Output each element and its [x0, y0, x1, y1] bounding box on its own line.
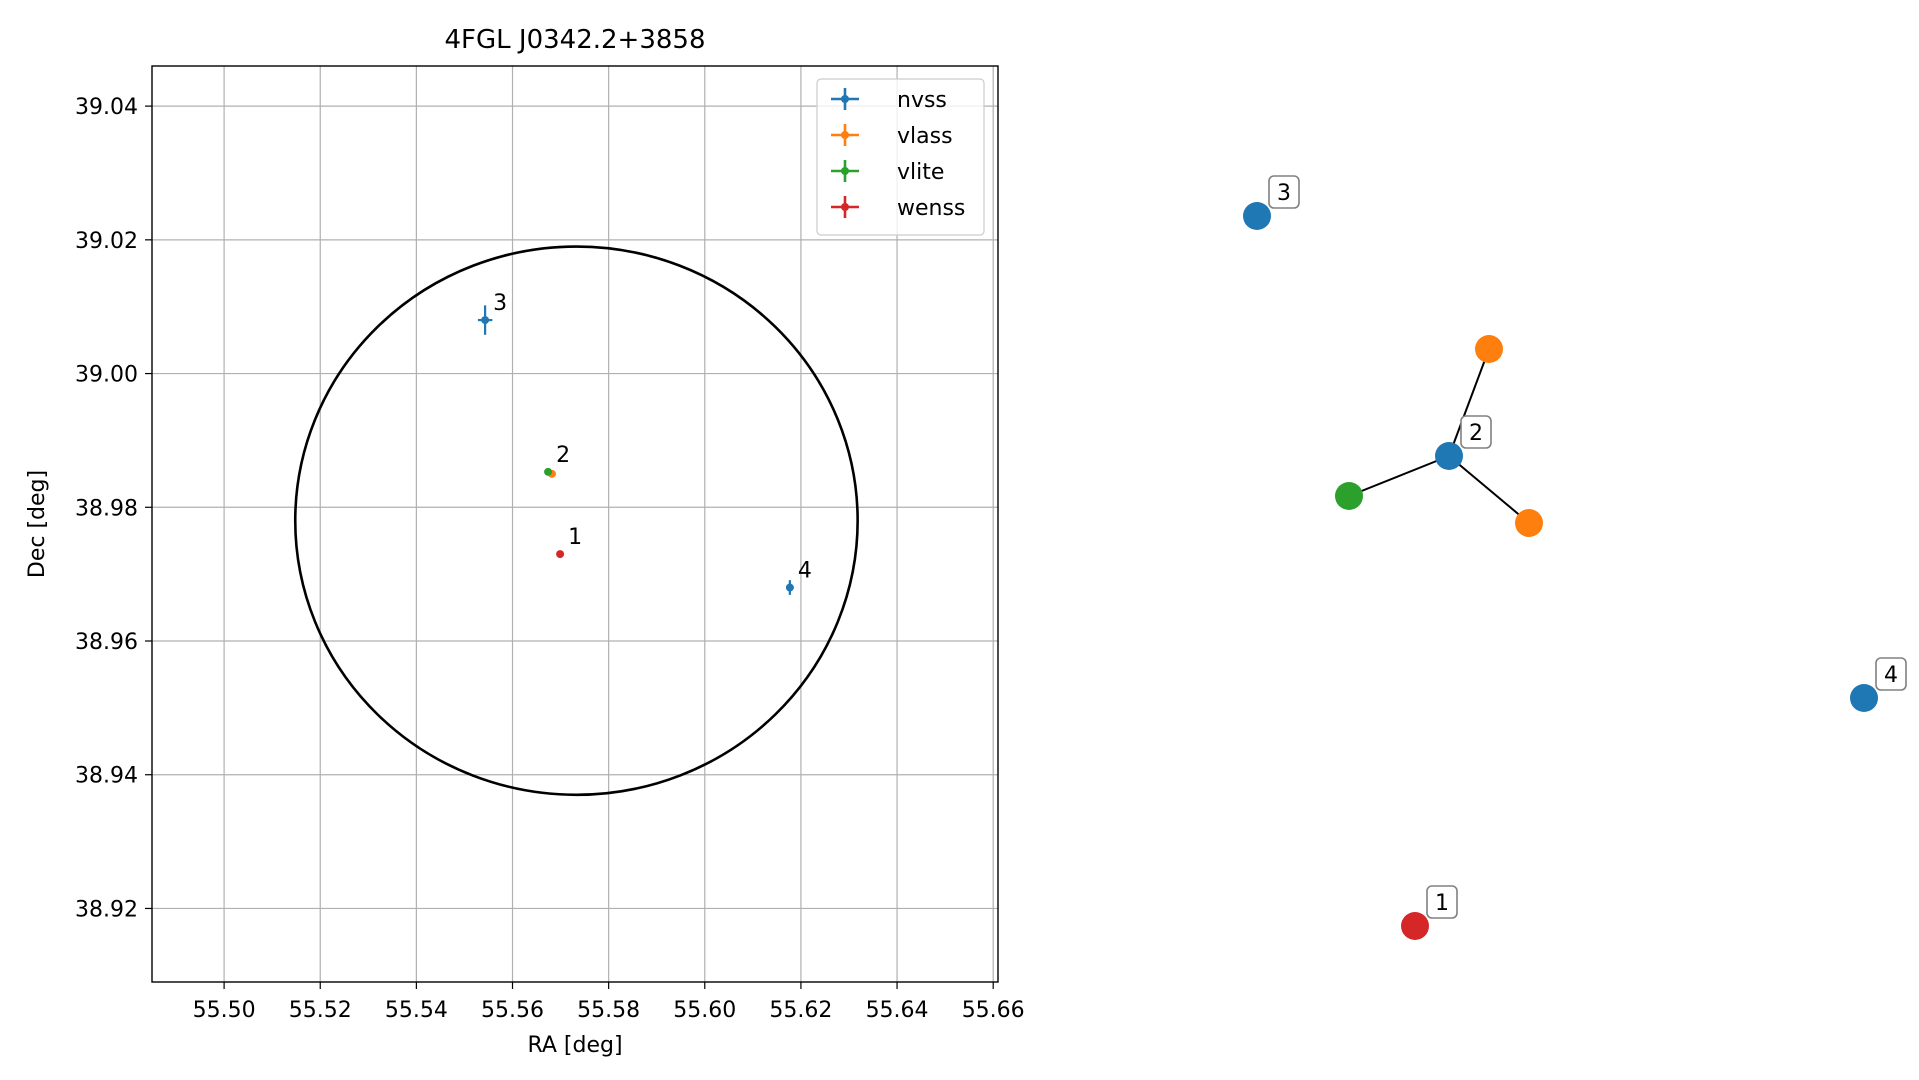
network-node-vlass	[1475, 335, 1503, 363]
x-axis-ticks: 55.50 55.52 55.54 55.56 55.58 55.60 55.62 55.64…	[193, 982, 1025, 1023]
network-node-wenss: 1	[1401, 885, 1458, 940]
node-marker	[1515, 509, 1543, 537]
point-label: 3	[493, 291, 507, 316]
node-label-box	[1268, 175, 1300, 209]
y-axis-ticks: 38.92 38.94 38.96 38.98 39.00 39.02 39.04	[75, 95, 152, 922]
legend-label: vlite	[897, 160, 944, 185]
legend-entry-vlass: vlass	[831, 124, 953, 149]
network-node-nvss: 2	[1435, 415, 1492, 470]
network-nodes: 3 2 4 1	[1243, 175, 1907, 940]
legend-marker-dot	[841, 203, 849, 211]
legend-marker-dot	[841, 167, 849, 175]
y-tick-label: 38.98	[75, 496, 138, 521]
y-tick-label: 38.92	[75, 897, 138, 922]
x-tick-label: 55.66	[962, 998, 1025, 1023]
y-tick-label: 38.94	[75, 764, 138, 789]
point-label: 1	[568, 525, 582, 550]
legend-label: vlass	[897, 124, 953, 149]
legend-label: wenss	[897, 196, 965, 221]
network-node-nvss: 4	[1850, 657, 1907, 712]
x-tick-label: 55.64	[866, 998, 929, 1023]
x-tick-label: 55.58	[577, 998, 640, 1023]
legend-marker-dot	[841, 95, 849, 103]
x-tick-label: 55.60	[673, 998, 736, 1023]
nvss-point: 3	[477, 291, 507, 335]
wenss-marker	[556, 550, 565, 559]
vlite-point: 2	[544, 443, 570, 476]
legend-entry-nvss: nvss	[831, 88, 947, 113]
y-tick-label: 39.00	[75, 363, 138, 388]
legend-entry-vlite: vlite	[831, 160, 944, 185]
node-label: 4	[1884, 663, 1898, 688]
node-marker	[1435, 442, 1463, 470]
data-points-layer: 3 4 2 1	[477, 291, 812, 595]
plot-frame	[151, 65, 999, 983]
y-tick-label: 39.02	[75, 229, 138, 254]
wenss-point: 1	[556, 525, 582, 559]
network-edge	[1448, 348, 1490, 457]
node-label: 1	[1435, 891, 1449, 916]
nvss-marker	[785, 583, 794, 592]
node-marker	[1475, 335, 1503, 363]
network-edge	[1448, 455, 1530, 524]
scatter-plot: 3 4 2 1 55.50 55.52 55.54 55.56 55.58 55.60 55.62…	[25, 25, 1025, 1058]
node-marker	[1335, 482, 1363, 510]
node-marker	[1401, 912, 1429, 940]
network-node-vlite	[1335, 482, 1363, 510]
x-tick-label: 55.54	[385, 998, 448, 1023]
legend: nvss vlass vlite wenss	[816, 78, 985, 236]
chart-title: 4FGL J0342.2+3858	[445, 25, 706, 55]
node-label-box	[1460, 415, 1492, 449]
x-tick-label: 55.62	[769, 998, 832, 1023]
association-network: 3 2 4 1	[1243, 175, 1907, 940]
legend-label: nvss	[897, 88, 947, 113]
legend-marker-dot	[841, 131, 849, 139]
association-ellipse-layer	[293, 245, 859, 797]
network-edge	[1348, 455, 1450, 497]
point-label: 4	[798, 559, 812, 584]
y-axis-label: Dec [deg]	[25, 470, 50, 578]
x-tick-label: 55.52	[289, 998, 352, 1023]
y-tick-label: 39.04	[75, 95, 138, 120]
association-ellipse	[293, 245, 859, 797]
node-label: 2	[1469, 421, 1483, 446]
x-axis-label: RA [deg]	[527, 1033, 622, 1058]
point-label: 2	[556, 443, 570, 468]
vlite-marker	[544, 467, 553, 476]
node-label: 3	[1277, 181, 1291, 206]
node-marker	[1850, 684, 1878, 712]
x-tick-label: 55.56	[481, 998, 544, 1023]
network-edges	[1348, 348, 1530, 524]
network-node-vlass	[1515, 509, 1543, 537]
nvss-marker	[481, 316, 490, 325]
nvss-point: 4	[785, 559, 812, 595]
y-tick-label: 38.96	[75, 630, 138, 655]
node-label-box	[1875, 657, 1907, 691]
x-tick-label: 55.50	[193, 998, 256, 1023]
node-marker	[1243, 202, 1271, 230]
legend-entry-wenss: wenss	[831, 196, 965, 221]
node-label-box	[1426, 885, 1458, 919]
network-node-nvss: 3	[1243, 175, 1300, 230]
legend-box	[816, 78, 985, 236]
